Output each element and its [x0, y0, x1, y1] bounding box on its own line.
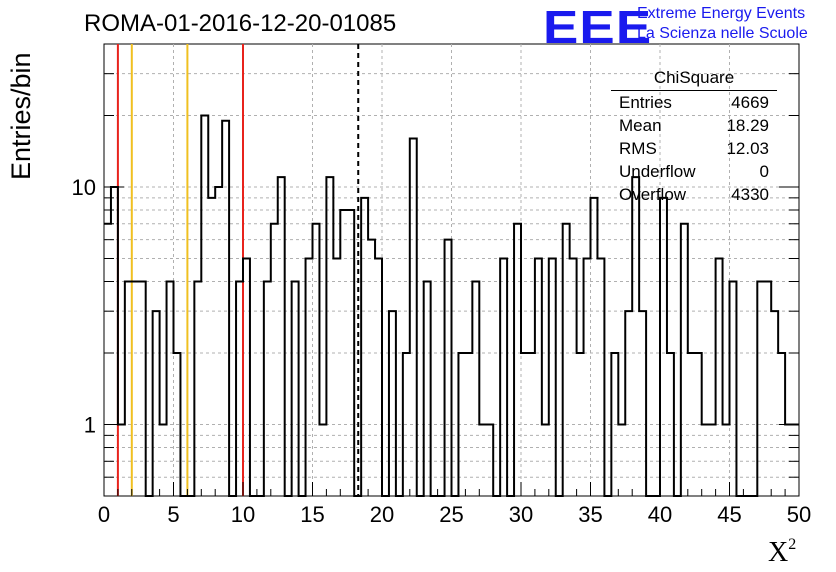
stats-value: 0 [759, 162, 769, 181]
stats-row-overflow: Overflow 4330 [611, 183, 777, 206]
stats-box: ChiSquare Entries 4669 Mean 18.29 RMS 12.03 Un… [611, 67, 777, 206]
tick-labels: 0 5 10 15 20 25 30 35 40 45 50 1 10 [72, 175, 812, 527]
x-axis-label: X2 [768, 536, 796, 569]
stats-label: Entries [619, 93, 672, 112]
run-title: ROMA-01-2016-12-20-01085 [84, 10, 397, 37]
x-tick-label: 40 [648, 502, 672, 527]
stats-label: RMS [619, 139, 657, 158]
stats-value: 12.03 [726, 139, 769, 158]
y-tick-label: 10 [72, 175, 96, 200]
x-tick-label: 20 [370, 502, 394, 527]
x-tick-label: 25 [439, 502, 463, 527]
stats-title: ChiSquare [611, 67, 777, 91]
stats-row-mean: Mean 18.29 [611, 114, 777, 137]
y-tick-label: 1 [84, 413, 96, 438]
x-tick-label: 50 [787, 502, 811, 527]
axis-ticks [103, 73, 800, 496]
histogram-step-line [104, 114, 799, 497]
stats-row-underflow: Underflow 0 [611, 160, 777, 183]
stats-label: Underflow [619, 162, 696, 181]
stats-value: 18.29 [726, 116, 769, 135]
stats-value: 4330 [731, 185, 769, 204]
stats-label: Overflow [619, 185, 687, 204]
x-axis-label-base: X [768, 537, 789, 568]
x-tick-label: 0 [98, 502, 110, 527]
x-tick-label: 30 [509, 502, 533, 527]
x-axis-label-sup: 2 [788, 536, 797, 553]
stats-row-rms: RMS 12.03 [611, 137, 777, 160]
x-tick-label: 5 [167, 502, 179, 527]
stats-row-entries: Entries 4669 [611, 91, 777, 114]
x-tick-label: 35 [578, 502, 602, 527]
y-axis-label: Entries/bin [6, 52, 36, 180]
reference-lines [116, 44, 360, 496]
logo-line-2: La Scienza nelle Scuole [637, 25, 808, 42]
stats-label: Mean [619, 116, 662, 135]
x-tick-label: 10 [231, 502, 255, 527]
x-tick-label: 15 [300, 502, 324, 527]
logo-line-1: Extreme Energy Events [637, 5, 806, 22]
eee-logo: EEE [543, 1, 653, 53]
x-tick-label: 45 [717, 502, 741, 527]
stats-value: 4669 [731, 93, 769, 112]
